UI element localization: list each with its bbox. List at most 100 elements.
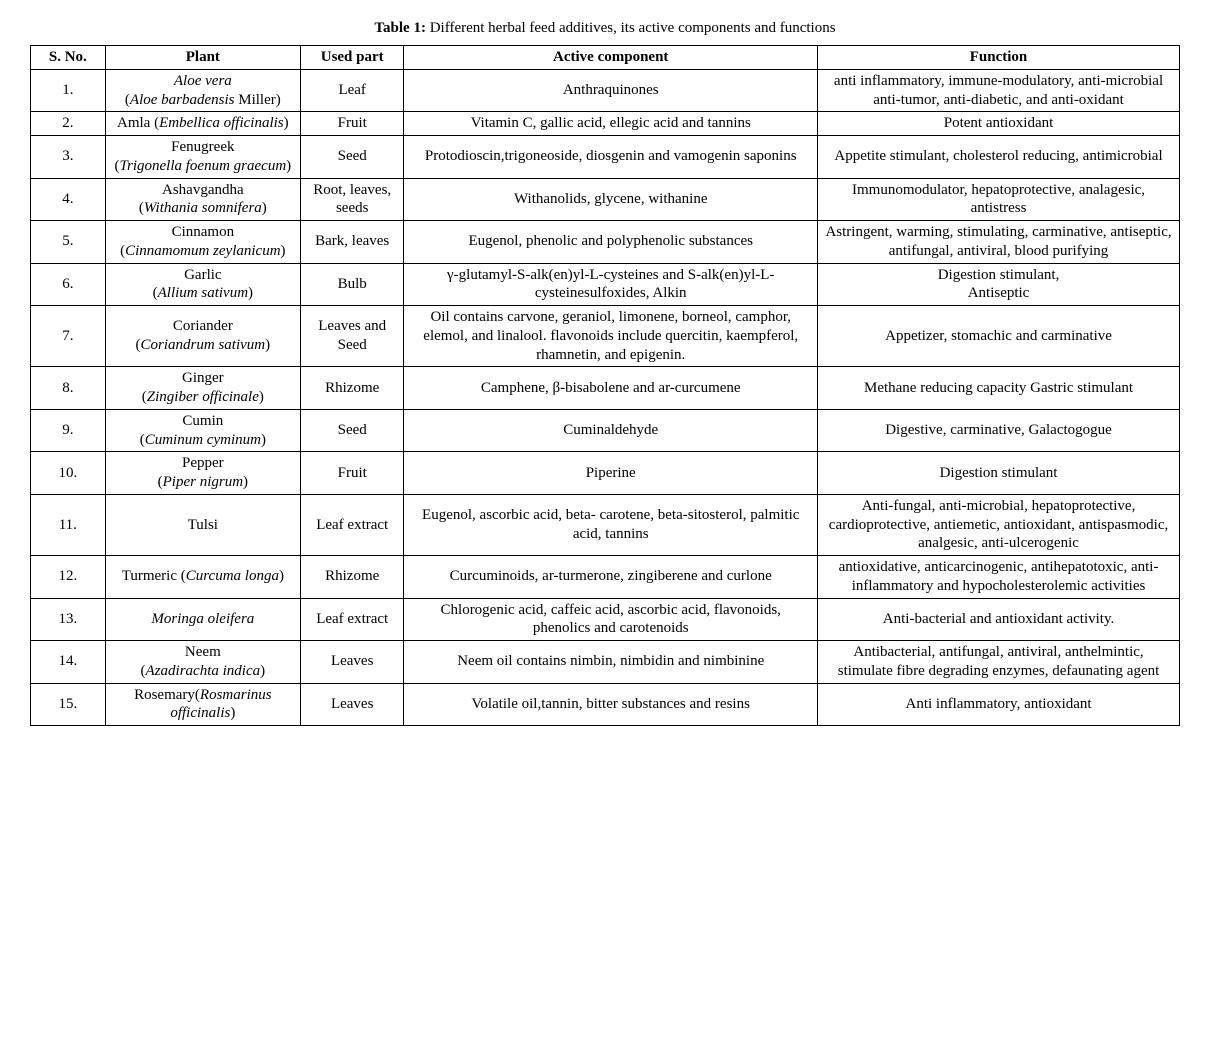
cell-plant: Fenugreek(Trigonella foenum graecum): [105, 136, 300, 179]
cell-plant: Amla (Embellica officinalis): [105, 112, 300, 136]
cell-function: Antibacterial, antifungal, antiviral, an…: [818, 641, 1180, 684]
cell-sno: 5.: [31, 221, 106, 264]
cell-part: Seed: [301, 136, 404, 179]
cell-part: Leaves: [301, 641, 404, 684]
caption-text: Different herbal feed additives, its act…: [426, 20, 836, 36]
cell-plant: Coriander(Coriandrum sativum): [105, 306, 300, 367]
table-row: 5.Cinnamon(Cinnamomum zeylanicum)Bark, l…: [31, 221, 1180, 264]
cell-component: Piperine: [404, 452, 818, 495]
col-plant: Plant: [105, 46, 300, 70]
table-row: 2.Amla (Embellica officinalis)FruitVitam…: [31, 112, 1180, 136]
cell-component: Volatile oil,tannin, bitter substances a…: [404, 683, 818, 726]
cell-function: Astringent, warming, stimulating, carmin…: [818, 221, 1180, 264]
cell-function: Digestion stimulant,Antiseptic: [818, 263, 1180, 306]
cell-component: Oil contains carvone, geraniol, limonene…: [404, 306, 818, 367]
caption-label: Table 1:: [374, 20, 426, 36]
table-row: 7.Coriander(Coriandrum sativum)Leaves an…: [31, 306, 1180, 367]
cell-function: Anti-bacterial and antioxidant activity.: [818, 598, 1180, 641]
cell-plant: Aloe vera(Aloe barbadensis Miller): [105, 69, 300, 112]
cell-part: Seed: [301, 409, 404, 452]
cell-plant: Cinnamon(Cinnamomum zeylanicum): [105, 221, 300, 264]
cell-part: Root, leaves, seeds: [301, 178, 404, 221]
table-row: 11.TulsiLeaf extractEugenol, ascorbic ac…: [31, 494, 1180, 555]
table-row: 15.Rosemary(Rosmarinus officinalis)Leave…: [31, 683, 1180, 726]
cell-sno: 15.: [31, 683, 106, 726]
cell-sno: 7.: [31, 306, 106, 367]
cell-part: Leaf extract: [301, 494, 404, 555]
cell-function: Digestive, carminative, Galactogogue: [818, 409, 1180, 452]
cell-sno: 1.: [31, 69, 106, 112]
col-comp: Active component: [404, 46, 818, 70]
cell-function: Digestion stimulant: [818, 452, 1180, 495]
cell-sno: 13.: [31, 598, 106, 641]
cell-plant: Ashavgandha(Withania somnifera): [105, 178, 300, 221]
cell-plant: Neem(Azadirachta indica): [105, 641, 300, 684]
cell-sno: 12.: [31, 556, 106, 599]
table-caption: Table 1: Different herbal feed additives…: [30, 20, 1180, 37]
table-header-row: S. No. Plant Used part Active component …: [31, 46, 1180, 70]
cell-sno: 11.: [31, 494, 106, 555]
cell-plant: Cumin(Cuminum cyminum): [105, 409, 300, 452]
cell-sno: 3.: [31, 136, 106, 179]
cell-sno: 14.: [31, 641, 106, 684]
table-row: 4.Ashavgandha(Withania somnifera)Root, l…: [31, 178, 1180, 221]
cell-component: Protodioscin,trigoneoside, diosgenin and…: [404, 136, 818, 179]
cell-function: Potent antioxidant: [818, 112, 1180, 136]
col-sno: S. No.: [31, 46, 106, 70]
cell-sno: 2.: [31, 112, 106, 136]
cell-sno: 10.: [31, 452, 106, 495]
table-body: 1.Aloe vera(Aloe barbadensis Miller)Leaf…: [31, 69, 1180, 725]
cell-component: Withanolids, glycene, withanine: [404, 178, 818, 221]
table-row: 8.Ginger(Zingiber officinale)RhizomeCamp…: [31, 367, 1180, 410]
cell-plant: Moringa oleifera: [105, 598, 300, 641]
cell-component: Eugenol, phenolic and polyphenolic subst…: [404, 221, 818, 264]
table-row: 6.Garlic(Allium sativum)Bulbγ-glutamyl-S…: [31, 263, 1180, 306]
cell-function: Methane reducing capacity Gastric stimul…: [818, 367, 1180, 410]
cell-component: γ-glutamyl-S-alk(en)yl-L-cysteines and S…: [404, 263, 818, 306]
cell-part: Leaves and Seed: [301, 306, 404, 367]
cell-component: Chlorogenic acid, caffeic acid, ascorbic…: [404, 598, 818, 641]
cell-part: Fruit: [301, 452, 404, 495]
cell-function: Immunomodulator, hepatoprotective, anala…: [818, 178, 1180, 221]
cell-plant: Turmeric (Curcuma longa): [105, 556, 300, 599]
table-row: 13.Moringa oleiferaLeaf extractChlorogen…: [31, 598, 1180, 641]
cell-function: anti inflammatory, immune-modulatory, an…: [818, 69, 1180, 112]
cell-function: antioxidative, anticarcinogenic, antihep…: [818, 556, 1180, 599]
cell-part: Rhizome: [301, 556, 404, 599]
table-row: 12.Turmeric (Curcuma longa)RhizomeCurcum…: [31, 556, 1180, 599]
cell-sno: 4.: [31, 178, 106, 221]
cell-plant: Ginger(Zingiber officinale): [105, 367, 300, 410]
cell-sno: 8.: [31, 367, 106, 410]
cell-sno: 9.: [31, 409, 106, 452]
table-row: 1.Aloe vera(Aloe barbadensis Miller)Leaf…: [31, 69, 1180, 112]
table-row: 9.Cumin(Cuminum cyminum)SeedCuminaldehyd…: [31, 409, 1180, 452]
cell-plant: Tulsi: [105, 494, 300, 555]
cell-part: Leaf: [301, 69, 404, 112]
cell-function: Appetizer, stomachic and carminative: [818, 306, 1180, 367]
cell-function: Appetite stimulant, cholesterol reducing…: [818, 136, 1180, 179]
herbal-additives-table: S. No. Plant Used part Active component …: [30, 45, 1180, 726]
cell-sno: 6.: [31, 263, 106, 306]
col-part: Used part: [301, 46, 404, 70]
cell-part: Bark, leaves: [301, 221, 404, 264]
table-row: 14.Neem(Azadirachta indica)LeavesNeem oi…: [31, 641, 1180, 684]
cell-component: Cuminaldehyde: [404, 409, 818, 452]
cell-component: Vitamin C, gallic acid, ellegic acid and…: [404, 112, 818, 136]
cell-component: Eugenol, ascorbic acid, beta- carotene, …: [404, 494, 818, 555]
cell-part: Leaves: [301, 683, 404, 726]
cell-part: Bulb: [301, 263, 404, 306]
table-row: 3.Fenugreek(Trigonella foenum graecum)Se…: [31, 136, 1180, 179]
cell-plant: Garlic(Allium sativum): [105, 263, 300, 306]
cell-part: Leaf extract: [301, 598, 404, 641]
cell-component: Camphene, β-bisabolene and ar-curcumene: [404, 367, 818, 410]
table-row: 10.Pepper(Piper nigrum)FruitPiperineDige…: [31, 452, 1180, 495]
cell-component: Curcuminoids, ar-turmerone, zingiberene …: [404, 556, 818, 599]
cell-function: Anti-fungal, anti-microbial, hepatoprote…: [818, 494, 1180, 555]
cell-function: Anti inflammatory, antioxidant: [818, 683, 1180, 726]
col-func: Function: [818, 46, 1180, 70]
cell-component: Neem oil contains nimbin, nimbidin and n…: [404, 641, 818, 684]
cell-plant: Pepper(Piper nigrum): [105, 452, 300, 495]
cell-part: Rhizome: [301, 367, 404, 410]
cell-part: Fruit: [301, 112, 404, 136]
cell-plant: Rosemary(Rosmarinus officinalis): [105, 683, 300, 726]
